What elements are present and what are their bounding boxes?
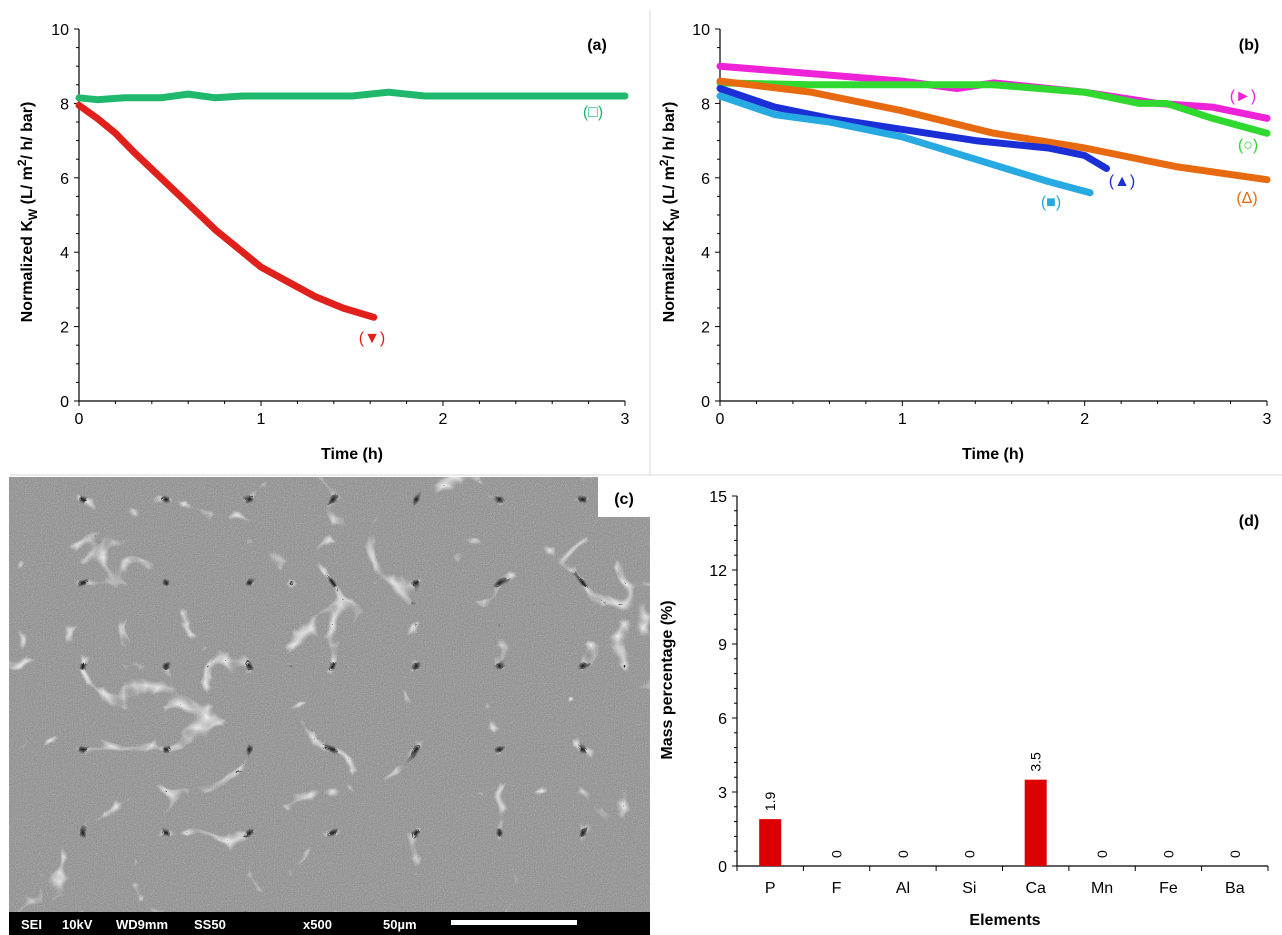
- x-tick-label: 0: [716, 411, 725, 428]
- bar-value-label: 0: [1160, 850, 1176, 858]
- y-tick-label: 8: [60, 96, 69, 113]
- y-title-part: Normalized K: [661, 220, 678, 323]
- y-tick-label: 3: [718, 785, 727, 802]
- bar-value-label: 0: [961, 850, 977, 858]
- sem-detector: SEI: [21, 917, 42, 932]
- panel-b-y-axis-title: Normalized KW (L/ m2/ h/ bar): [657, 102, 682, 323]
- series-line: [716, 79, 1271, 137]
- sem-magnification: x500: [303, 917, 332, 932]
- series-line: [716, 77, 1271, 184]
- y-title-subscript: W: [668, 208, 682, 220]
- panel-c-label-box: [598, 477, 650, 517]
- x-tick-label: 1: [257, 411, 266, 428]
- series-marker-label: (►): [1230, 88, 1257, 105]
- sem-cracks: [9, 477, 650, 935]
- bar-value-label: 0: [829, 850, 845, 858]
- bar-value-label: 0: [895, 850, 911, 858]
- sem-scale-text: 50µm: [383, 917, 417, 932]
- panel-b-x-axis-title: Time (h): [962, 446, 1024, 463]
- bar-value-label: 0: [1094, 850, 1110, 858]
- panel-b-label: (b): [1239, 37, 1259, 54]
- series-marker-label: (▲): [1109, 173, 1136, 190]
- y-tick-label: 2: [701, 320, 710, 337]
- panel-a-axes: 0 1 2 3 0 2 4 6 8 10: [51, 22, 629, 428]
- series-marker-label: (□): [583, 104, 603, 121]
- sem-voltage: 10kV: [62, 917, 93, 932]
- panel-c-sem-image: (c) SEI 10kV WD9mm SS50 x500 50µm: [9, 477, 650, 935]
- x-tick-label: 2: [1080, 411, 1089, 428]
- y-tick-label: 10: [51, 22, 69, 39]
- x-tick-label: 0: [75, 411, 84, 428]
- y-title-part: (L/ m: [661, 166, 678, 209]
- x-tick-label: Ba: [1225, 880, 1245, 897]
- x-tick-label: Si: [962, 880, 976, 897]
- series-line: [75, 88, 629, 104]
- series-line: [716, 92, 1094, 197]
- y-tick-label: 10: [692, 22, 710, 39]
- panel-b-series: (►) (○) (Δ) (▲) (■): [716, 62, 1271, 211]
- sem-scale-bar: [451, 920, 577, 925]
- x-tick-label: Mn: [1091, 880, 1113, 897]
- x-tick-label: 1: [898, 411, 907, 428]
- x-tick-label: Fe: [1159, 880, 1178, 897]
- panel-a-line-chart: 0 1 2 3 0 2 4 6 8 10 (□) (▼) (a) Time (h) Normaliz…: [15, 22, 630, 463]
- x-tick-label: Ca: [1025, 880, 1046, 897]
- y-tick-label: 6: [718, 711, 727, 728]
- panel-a-x-axis-title: Time (h): [321, 446, 383, 463]
- x-tick-label: Al: [896, 880, 910, 897]
- y-title-superscript: 2: [15, 159, 29, 166]
- y-tick-label: 4: [60, 245, 69, 262]
- x-tick-label: P: [765, 880, 776, 897]
- bar: [759, 819, 782, 866]
- series-line: [75, 101, 378, 321]
- panel-a-y-axis-title: Normalized KW (L/ m2/ h/ bar): [15, 102, 40, 323]
- y-tick-label: 9: [718, 637, 727, 654]
- panel-d-axes: 0 3 6 9 12 15 P F Al Si Ca Mn Fe Ba: [709, 489, 1269, 897]
- panel-d-y-axis-title: Mass percentage (%): [659, 600, 676, 759]
- y-tick-label: 0: [701, 394, 710, 411]
- sem-spot-size: SS50: [194, 917, 226, 932]
- x-tick-label: 2: [439, 411, 448, 428]
- sem-info-bar: [9, 912, 650, 935]
- y-title-superscript: 2: [657, 159, 671, 166]
- series-marker-label: (Δ): [1236, 190, 1257, 207]
- panel-a-label: (a): [587, 37, 607, 54]
- bar-value-label: 0: [1227, 850, 1243, 858]
- series-marker-label: (▼): [359, 330, 386, 347]
- y-tick-label: 6: [60, 171, 69, 188]
- panel-c-label: (c): [614, 491, 634, 508]
- panel-d-x-axis-title: Elements: [969, 912, 1040, 929]
- y-title-part: / h/ bar): [19, 102, 36, 160]
- panel-b-line-chart: 0 1 2 3 0 2 4 6 8 10 (►) (○) (Δ) (▲) (■) (b) Time (h)…: [657, 22, 1272, 463]
- x-tick-label: F: [832, 880, 842, 897]
- y-tick-label: 8: [701, 96, 710, 113]
- y-title-part: / h/ bar): [661, 102, 678, 160]
- y-title-part: (L/ m: [19, 166, 36, 209]
- y-tick-label: 2: [60, 320, 69, 337]
- series-marker-label: (■): [1041, 194, 1061, 211]
- panel-a-series: (□) (▼): [75, 88, 629, 347]
- y-tick-label: 4: [701, 245, 710, 262]
- series-marker-label: (○): [1238, 137, 1258, 154]
- y-tick-label: 12: [709, 563, 727, 580]
- bar: [1024, 779, 1047, 866]
- y-title-subscript: W: [26, 208, 40, 220]
- y-tick-label: 0: [60, 394, 69, 411]
- bar-value-label: 3.5: [1028, 752, 1044, 772]
- y-tick-label: 6: [701, 171, 710, 188]
- bar-value-label: 1.9: [762, 791, 778, 811]
- sem-working-distance: WD9mm: [116, 917, 168, 932]
- series-line: [716, 85, 1110, 172]
- y-tick-label: 15: [709, 489, 727, 506]
- panel-d-label: (d): [1239, 513, 1259, 530]
- y-tick-label: 0: [718, 859, 727, 876]
- x-tick-label: 3: [621, 411, 630, 428]
- x-tick-label: 3: [1263, 411, 1272, 428]
- panel-d-bars: 1.9 0 0 0 3.5 0 0 0: [759, 752, 1243, 866]
- y-title-part: Normalized K: [19, 220, 36, 323]
